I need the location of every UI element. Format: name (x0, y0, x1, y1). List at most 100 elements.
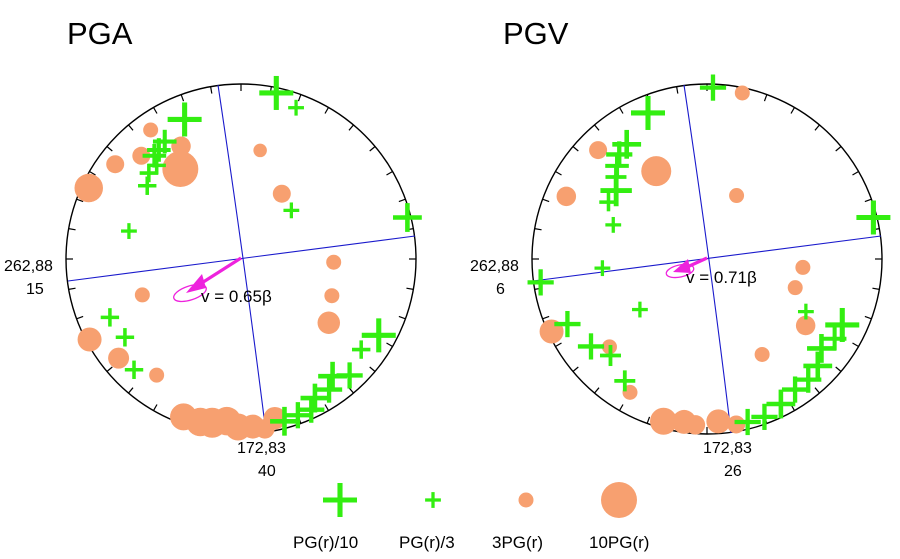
station-dot-marker (685, 415, 706, 435)
stereonet-tick (763, 94, 768, 102)
station-dot-marker (77, 327, 102, 352)
velocity-uncertainty-ellipse-pgv (665, 263, 695, 279)
stereonet-tick (646, 416, 651, 424)
panel-title-pgv: PGV (503, 16, 569, 51)
station-plus-marker (766, 389, 796, 419)
station-dot-marker (650, 407, 678, 435)
station-plus-marker (318, 361, 347, 391)
stereonet-tick (542, 315, 550, 320)
stereonet-tick (348, 387, 354, 394)
stereonet-tick (369, 366, 376, 372)
velocity-label-pgv: v = 0.71β (686, 268, 757, 287)
station-dot-marker (706, 409, 731, 434)
stereonet-tick (618, 404, 624, 411)
station-plus-marker (167, 102, 202, 137)
station-dot-marker (106, 155, 125, 174)
plane-label-172-pga: 172,83 (237, 440, 286, 457)
stereonet-tick (572, 366, 579, 372)
station-dot-marker (132, 146, 151, 165)
stereonet-tick (790, 107, 796, 114)
stereonet-tick (852, 342, 859, 348)
station-dot-marker (641, 156, 672, 187)
station-plus-marker (605, 216, 622, 233)
plane-value-172-pga: 40 (258, 463, 276, 480)
panel-pga: PGA v = 0.65β 262,88 15 172,83 40 (4, 16, 422, 480)
station-dot-marker (272, 184, 291, 203)
stereonet-circle-pgv (531, 83, 883, 435)
station-plus-marker (734, 408, 761, 436)
station-dot-marker (143, 122, 159, 138)
station-plus-marker (259, 75, 294, 110)
legend-plus-symbol (323, 483, 357, 517)
station-plus-marker (115, 328, 135, 347)
plane-label-262-pgv: 262,88 (470, 258, 519, 275)
stereonet-tick (555, 170, 562, 176)
velocity-uncertainty-ellipse-pga (173, 283, 207, 303)
station-dot-marker (108, 347, 130, 369)
station-plus-marker (288, 99, 304, 116)
legend-plus-symbol (425, 492, 441, 508)
stereonet-tick (594, 124, 600, 131)
stereonet-tick (128, 387, 134, 394)
station-plus-marker (361, 318, 396, 353)
velocity-arrow-head-pga (186, 274, 206, 293)
station-dot-marker (326, 254, 342, 270)
stereonet-tick (555, 342, 562, 348)
stereonet-tick (572, 146, 579, 152)
station-dot-marker (134, 287, 150, 303)
station-dot-marker (787, 280, 803, 296)
stereonet-tick (210, 86, 213, 94)
stereonet-tick (814, 387, 820, 394)
station-plus-marker (797, 303, 814, 320)
stereonet-tick (864, 198, 872, 203)
legend-dot-symbol (601, 482, 637, 518)
legend-dot-symbol (518, 492, 534, 508)
stereonet-tick (180, 94, 185, 102)
station-points-pga (74, 75, 422, 441)
station-plus-marker (751, 403, 778, 430)
station-plus-marker (138, 176, 157, 195)
stereonet-tick (398, 198, 406, 203)
velocity-label-pga: v = 0.65β (201, 287, 272, 306)
station-dot-marker (171, 136, 191, 156)
station-plus-marker (100, 308, 120, 327)
stereonet-tick (152, 404, 158, 411)
station-plus-marker (856, 200, 891, 235)
velocity-arrow-shaft-pga (196, 256, 242, 288)
stereonet-tick (814, 124, 820, 131)
station-plus-marker (699, 74, 727, 101)
stereonet-tick (398, 315, 406, 320)
stereonet-tick (76, 198, 84, 203)
stereonet-tick (872, 287, 880, 290)
velocity-arrow-head-pgv (673, 259, 691, 273)
station-dot-marker (255, 419, 275, 439)
station-plus-marker (527, 269, 554, 296)
nodal-plane-172-pgv (683, 84, 732, 434)
stereonet-tick (297, 94, 302, 102)
station-plus-marker (599, 345, 621, 367)
stereonet-tick (348, 124, 354, 131)
stereonet-tick (676, 86, 679, 94)
station-plus-marker (795, 366, 822, 393)
plane-value-262-pga: 15 (26, 281, 44, 298)
nodal-plane-172-pga (217, 84, 267, 434)
legend-symbols (323, 482, 637, 518)
stereonet-tick (89, 170, 96, 176)
stereonet-tick (152, 107, 158, 114)
station-dot-marker (324, 288, 340, 304)
nodal-plane-262-pga (67, 235, 416, 282)
station-plus-marker (351, 340, 371, 359)
station-plus-marker (606, 141, 633, 168)
stereonet-tick (68, 228, 76, 231)
stereonet-tick (106, 366, 113, 372)
station-plus-marker (270, 406, 299, 436)
station-plus-marker (614, 370, 636, 392)
stereonet-tick (68, 287, 76, 290)
station-plus-marker (393, 203, 422, 232)
plane-label-172-pgv: 172,83 (703, 440, 752, 457)
stereonet-tick (76, 315, 84, 320)
stereonet-tick (386, 342, 393, 348)
station-dot-marker (754, 346, 770, 362)
station-plus-marker (807, 334, 836, 363)
